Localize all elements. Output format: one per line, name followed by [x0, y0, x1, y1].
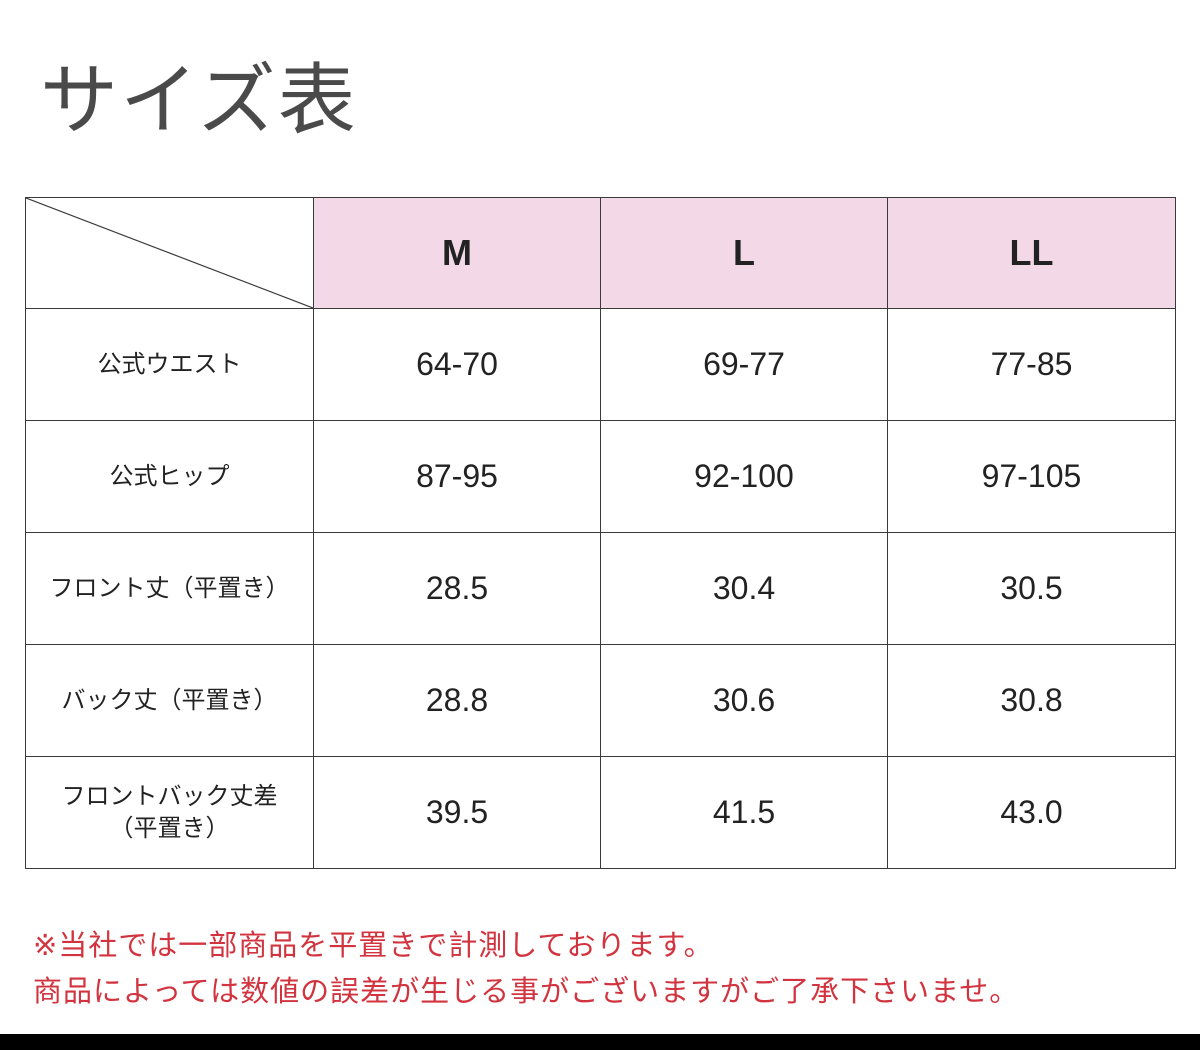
size-table: M L LL 公式ウエスト 64-70 69-77 77-85 公式ヒップ 87…	[25, 197, 1176, 869]
value-cell: 30.8	[887, 644, 1176, 757]
note-line-1: ※当社では一部商品を平置きで計測しております。	[33, 928, 714, 962]
row-label-text: フロントバック丈差	[61, 782, 278, 811]
value-cell: 30.4	[600, 532, 888, 645]
row-label-hip: 公式ヒップ	[25, 420, 314, 533]
value-cell: 64-70	[313, 308, 601, 421]
value-cell: 28.5	[313, 532, 601, 645]
value-cell: 97-105	[887, 420, 1176, 533]
note-line-2: 商品によっては数値の誤差が生じる事がございますがご了承下さいませ。	[33, 974, 1020, 1008]
size-header-row: M L LL	[25, 197, 1176, 309]
diagonal-line	[26, 198, 313, 308]
row-label-back-length: バック丈（平置き）	[25, 644, 314, 757]
value-cell: 43.0	[887, 756, 1176, 869]
table-row: フロントバック丈差 （平置き） 39.5 41.5 43.0	[25, 756, 1176, 869]
row-label-subtext: （平置き）	[109, 813, 230, 842]
row-label-waist: 公式ウエスト	[25, 308, 314, 421]
page-title: サイズ表	[40, 56, 358, 146]
size-header-ll: LL	[887, 197, 1176, 309]
table-row: 公式ヒップ 87-95 92-100 97-105	[25, 420, 1176, 533]
table-row: 公式ウエスト 64-70 69-77 77-85	[25, 308, 1176, 421]
size-header-l: L	[600, 197, 888, 309]
value-cell: 28.8	[313, 644, 601, 757]
value-cell: 39.5	[313, 756, 601, 869]
value-cell: 69-77	[600, 308, 888, 421]
value-cell: 87-95	[313, 420, 601, 533]
measurement-notes: ※当社では一部商品を平置きで計測しております。 商品によっては数値の誤差が生じる…	[33, 922, 1019, 1014]
row-label-text: フロント丈（平置き）	[49, 573, 290, 602]
row-label-text: 公式ヒップ	[109, 461, 230, 490]
value-cell: 92-100	[600, 420, 888, 533]
corner-cell	[25, 197, 314, 309]
table-row: フロント丈（平置き） 28.5 30.4 30.5	[25, 532, 1176, 645]
size-header-m: M	[313, 197, 601, 309]
bottom-bar	[0, 1034, 1200, 1050]
row-label-length-difference: フロントバック丈差 （平置き）	[25, 756, 314, 869]
row-label-text: 公式ウエスト	[97, 349, 242, 378]
row-label-front-length: フロント丈（平置き）	[25, 532, 314, 645]
value-cell: 77-85	[887, 308, 1176, 421]
row-label-text: バック丈（平置き）	[61, 685, 278, 714]
value-cell: 30.6	[600, 644, 888, 757]
table-row: バック丈（平置き） 28.8 30.6 30.8	[25, 644, 1176, 757]
value-cell: 41.5	[600, 756, 888, 869]
value-cell: 30.5	[887, 532, 1176, 645]
